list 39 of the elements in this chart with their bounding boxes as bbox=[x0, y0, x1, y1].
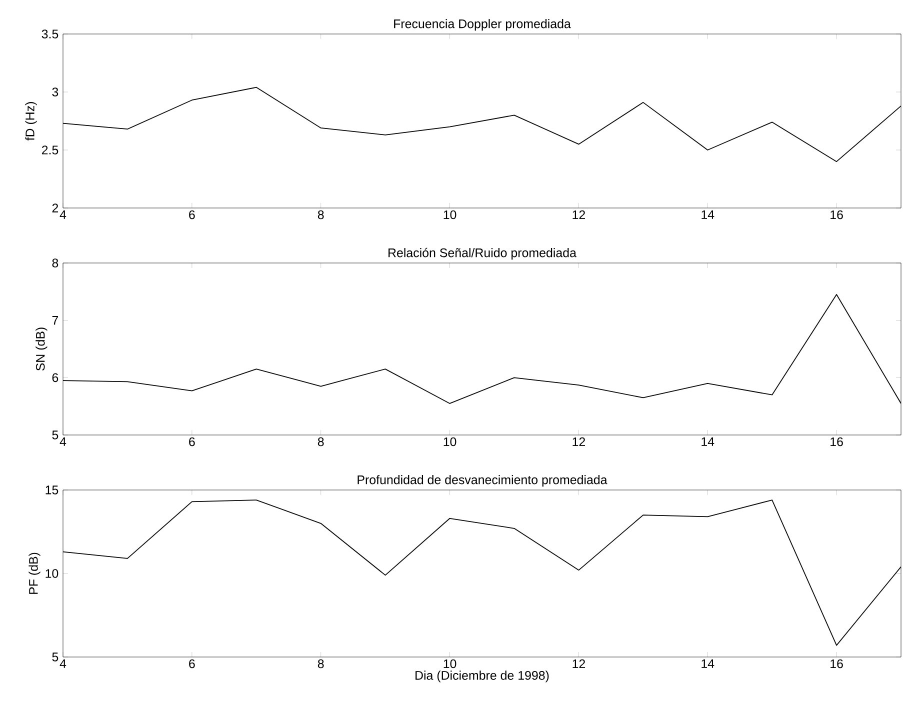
x-tick-label: 14 bbox=[702, 437, 714, 446]
x-tick-label: 12 bbox=[572, 210, 585, 220]
y-axis-title: SN (dB) bbox=[36, 328, 48, 371]
x-tick-label: 16 bbox=[830, 437, 843, 446]
y-tick-label: 5 bbox=[52, 430, 58, 440]
y-tick-label: 15 bbox=[46, 486, 58, 494]
y-tick-label: 6 bbox=[52, 373, 58, 382]
x-tick-label: 8 bbox=[318, 437, 324, 446]
x-tick-label: 6 bbox=[189, 437, 195, 446]
y-tick-label: 3.5 bbox=[42, 30, 58, 38]
y-tick-label: 8 bbox=[52, 258, 58, 268]
chart-title: Relación Señal/Ruido promediada bbox=[388, 248, 576, 260]
y-tick-label: 3 bbox=[52, 88, 58, 96]
y-tick-label: 10 bbox=[46, 569, 58, 578]
x-tick-label: 12 bbox=[572, 659, 585, 668]
y-tick-label: 2.5 bbox=[42, 146, 58, 154]
chart-title: Profundidad de desvanecimiento promediada bbox=[358, 475, 608, 487]
x-tick-label: 16 bbox=[830, 659, 843, 668]
x-tick-label: 10 bbox=[444, 659, 456, 668]
chart-title: Frecuencia Doppler promediada bbox=[394, 19, 571, 31]
y-axis-title: fD (Hz) bbox=[25, 102, 37, 141]
x-axis-title: Dia (Diciembre de 1998) bbox=[416, 670, 549, 682]
x-tick-label: 16 bbox=[830, 210, 843, 220]
x-tick-label: 6 bbox=[189, 659, 195, 668]
y-tick-label: 5 bbox=[52, 652, 58, 662]
y-axis-title: PF (dB) bbox=[28, 552, 40, 594]
x-tick-label: 8 bbox=[318, 210, 324, 220]
x-tick-label: 12 bbox=[572, 437, 585, 446]
x-tick-label: 10 bbox=[444, 210, 456, 220]
x-tick-label: 6 bbox=[189, 210, 195, 220]
x-tick-label: 10 bbox=[444, 437, 456, 446]
x-tick-label: 4 bbox=[60, 437, 66, 446]
x-tick-label: 14 bbox=[702, 659, 714, 668]
x-tick-label: 14 bbox=[702, 210, 714, 219]
x-tick-label: 4 bbox=[60, 659, 66, 668]
y-tick-label: 2 bbox=[52, 204, 58, 212]
x-tick-label: 4 bbox=[60, 210, 66, 219]
y-tick-label: 7 bbox=[52, 316, 58, 325]
x-tick-label: 8 bbox=[318, 659, 324, 668]
